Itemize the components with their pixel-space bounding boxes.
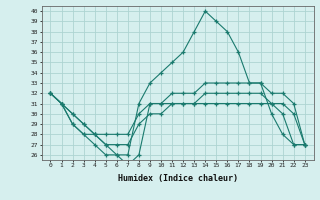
X-axis label: Humidex (Indice chaleur): Humidex (Indice chaleur) (118, 174, 237, 183)
